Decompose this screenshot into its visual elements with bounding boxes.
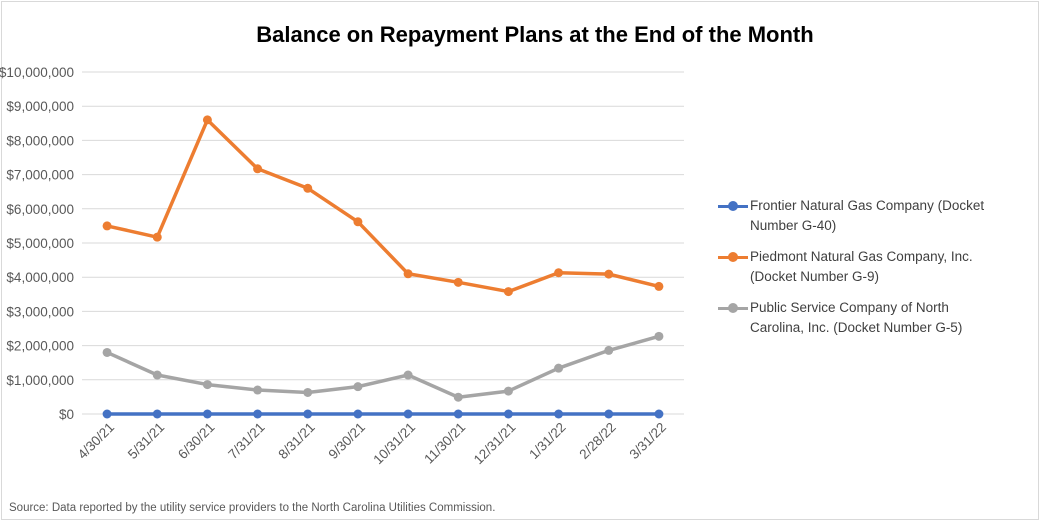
- x-tick-label: 11/30/21: [421, 420, 468, 467]
- data-point: [604, 409, 614, 419]
- data-point: [654, 331, 664, 341]
- chart-source-note: Source: Data reported by the utility ser…: [9, 502, 496, 514]
- data-point: [202, 409, 212, 419]
- y-tick-label: $9,000,000: [6, 99, 74, 114]
- y-tick-label: $3,000,000: [6, 304, 74, 319]
- data-point: [554, 409, 564, 419]
- data-point: [253, 409, 263, 419]
- legend-label-line: Carolina, Inc. (Docket Number G-5): [750, 320, 963, 335]
- data-point: [253, 385, 263, 395]
- data-point: [303, 409, 313, 419]
- data-point: [403, 269, 413, 279]
- data-point: [152, 409, 162, 419]
- data-point: [453, 392, 463, 402]
- data-point: [202, 380, 212, 390]
- legend-marker: [728, 201, 738, 211]
- x-tick-label: 6/30/21: [175, 420, 217, 462]
- legend-marker: [728, 303, 738, 313]
- y-tick-label: $7,000,000: [6, 168, 74, 183]
- data-point: [554, 363, 564, 373]
- x-tick-label: 8/31/21: [275, 420, 317, 462]
- data-point: [303, 183, 313, 193]
- legend-label-line: Public Service Company of North: [750, 300, 949, 315]
- series-line: [106, 118, 660, 294]
- data-point: [152, 370, 162, 380]
- data-point: [202, 115, 212, 125]
- legend-label-line: Piedmont Natural Gas Company, Inc.: [750, 249, 973, 264]
- data-point: [403, 409, 413, 419]
- x-tick-label: 4/30/21: [75, 420, 117, 462]
- data-point: [604, 345, 614, 355]
- data-point: [303, 387, 313, 397]
- chart-title: Balance on Repayment Plans at the End of…: [256, 22, 814, 47]
- data-point: [152, 232, 162, 242]
- legend-item: Piedmont Natural Gas Company, Inc. (Docke…: [718, 247, 1038, 287]
- data-point: [353, 409, 363, 419]
- y-tick-label: $1,000,000: [6, 373, 74, 388]
- legend-label-line: Frontier Natural Gas Company (Docket: [750, 198, 985, 213]
- y-tick-label: $4,000,000: [6, 270, 74, 285]
- x-tick-label: 2/28/22: [576, 420, 618, 462]
- data-point: [654, 281, 664, 291]
- data-point: [102, 347, 112, 357]
- legend-marker: [728, 252, 738, 262]
- data-point: [453, 409, 463, 419]
- data-point: [654, 409, 664, 419]
- y-tick-label: $8,000,000: [6, 133, 74, 148]
- legend-item: Frontier Natural Gas Company (Docket Numb…: [718, 196, 1038, 236]
- x-tick-label: 1/31/22: [526, 420, 568, 462]
- y-tick-label: $6,000,000: [6, 202, 74, 217]
- x-tick-label: 5/31/21: [125, 420, 167, 462]
- legend-label-line: Number G-40): [750, 218, 837, 233]
- x-tick-label: 3/31/22: [627, 420, 669, 462]
- data-point: [403, 370, 413, 380]
- x-tick-label: 12/31/21: [471, 420, 519, 468]
- data-point: [102, 409, 112, 419]
- y-tick-label: $0: [59, 407, 74, 422]
- data-point: [554, 268, 564, 278]
- data-point: [453, 277, 463, 287]
- y-tick-label: $5,000,000: [6, 236, 74, 251]
- data-point: [353, 382, 363, 392]
- data-point: [353, 217, 363, 227]
- x-tick-label: 10/31/21: [370, 420, 418, 468]
- data-point: [604, 269, 614, 279]
- legend-item: Public Service Company of North Carolina,…: [718, 298, 1038, 338]
- data-point: [253, 164, 263, 174]
- data-point: [503, 409, 513, 419]
- y-tick-label: $2,000,000: [6, 339, 74, 354]
- x-tick-label: 7/31/21: [225, 420, 267, 462]
- legend-label-line: (Docket Number G-9): [750, 269, 880, 284]
- data-point: [503, 386, 513, 396]
- data-point: [102, 221, 112, 231]
- data-point: [503, 287, 513, 297]
- chart-legend: Frontier Natural Gas Company (Docket Numb…: [718, 196, 1038, 349]
- y-tick-label: $10,000,000: [0, 65, 74, 80]
- series-line: [106, 334, 660, 399]
- x-tick-label: 9/30/21: [326, 420, 368, 462]
